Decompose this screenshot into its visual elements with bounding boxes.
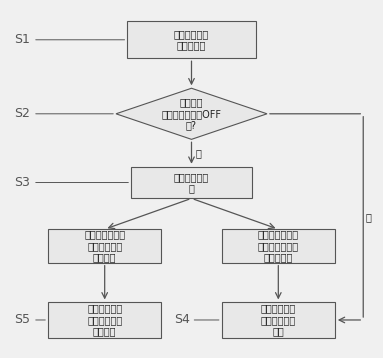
Text: 输出车载多媒
体系统的启动
信号: 输出车载多媒 体系统的启动 信号 [261, 303, 296, 337]
Text: 检测整车的状
态: 检测整车的状 态 [174, 172, 209, 193]
Text: S3: S3 [14, 176, 30, 189]
Text: S2: S2 [14, 107, 30, 120]
Text: 整车的状态处于
非低功耗状态且
非防盗状态: 整车的状态处于 非低功耗状态且 非防盗状态 [258, 229, 299, 262]
FancyBboxPatch shape [222, 303, 335, 338]
Text: S4: S4 [175, 314, 190, 326]
Text: 点火开关
的当前状态处于OFF
档?: 点火开关 的当前状态处于OFF 档? [162, 97, 221, 130]
Polygon shape [116, 88, 267, 139]
Text: 输出车载多媒
体系统的停止
启动信号: 输出车载多媒 体系统的停止 启动信号 [87, 303, 122, 337]
Text: S5: S5 [14, 314, 30, 326]
Text: 是: 是 [195, 148, 201, 158]
Text: 整车的状态处于
低功耗状态或
防盗状态: 整车的状态处于 低功耗状态或 防盗状态 [84, 229, 125, 262]
Text: 获取点火开关
的当前状态: 获取点火开关 的当前状态 [174, 29, 209, 50]
FancyBboxPatch shape [127, 21, 256, 58]
Text: 否: 否 [365, 212, 371, 222]
Text: S1: S1 [14, 33, 30, 46]
FancyBboxPatch shape [131, 167, 252, 198]
FancyBboxPatch shape [48, 303, 161, 338]
FancyBboxPatch shape [222, 229, 335, 263]
FancyBboxPatch shape [48, 229, 161, 263]
